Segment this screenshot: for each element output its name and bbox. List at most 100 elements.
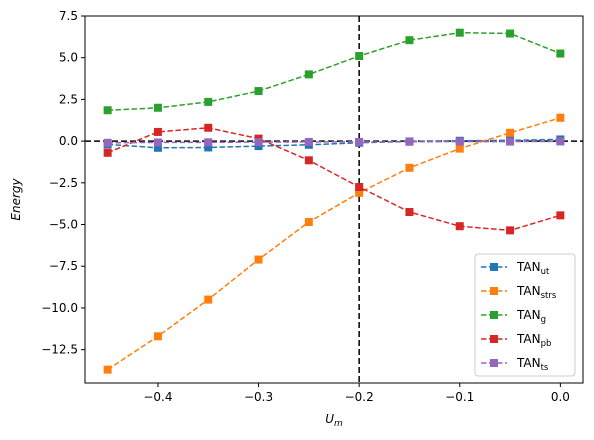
series-strs: [103, 113, 565, 374]
legend-label: TANpb: [516, 332, 551, 349]
data-point: [355, 52, 364, 61]
x-tick-label: −0.2: [345, 390, 374, 404]
data-point: [506, 226, 515, 235]
data-point: [204, 97, 213, 106]
legend-label-subscript: ts: [541, 363, 549, 373]
data-point: [556, 113, 565, 122]
y-tick-label: 7.5: [59, 9, 78, 23]
series-g: [103, 28, 565, 115]
data-point: [405, 137, 414, 146]
legend-label-main: TAN: [516, 284, 541, 298]
x-tick-label: −0.3: [244, 390, 273, 404]
x-axis-label-subscript: m: [334, 419, 343, 429]
legend-label-subscript: g: [541, 315, 546, 325]
y-tick-label: −10.0: [41, 301, 78, 315]
legend-marker: [490, 359, 498, 367]
y-tick-label: 2.5: [59, 92, 78, 106]
y-axis-label: Energy: [9, 177, 23, 220]
legend-item: TANut: [481, 260, 550, 277]
data-point: [153, 103, 162, 112]
y-tick-label: 5.0: [59, 51, 78, 65]
data-point: [204, 295, 213, 304]
y-tick-label: −7.5: [49, 259, 78, 273]
data-point: [506, 128, 515, 137]
data-point: [304, 218, 313, 227]
legend-label-main: TAN: [516, 332, 541, 346]
data-point: [455, 137, 464, 146]
legend-marker: [490, 311, 498, 319]
data-point: [153, 138, 162, 147]
data-point: [153, 332, 162, 341]
legend-label-main: TAN: [516, 308, 541, 322]
data-point: [405, 208, 414, 217]
series-line: [107, 140, 561, 144]
legend-marker: [490, 335, 498, 343]
plot-frame: [84, 15, 584, 384]
data-point: [455, 222, 464, 231]
legend-label-main: TAN: [516, 260, 541, 274]
x-axis-label: Um: [325, 412, 343, 429]
legend-item: TANg: [481, 308, 546, 325]
data-point: [506, 29, 515, 38]
data-point: [103, 106, 112, 115]
data-point: [304, 137, 313, 146]
data-point: [556, 137, 565, 146]
y-tick-label: 0.0: [59, 134, 78, 148]
data-point: [204, 138, 213, 147]
x-tick-label: −0.1: [445, 390, 474, 404]
series-line: [107, 31, 561, 112]
data-point: [355, 188, 364, 197]
data-point: [455, 28, 464, 37]
legend-item: TANts: [481, 356, 549, 373]
y-tick-label: −12.5: [41, 343, 78, 357]
data-point: [355, 137, 364, 146]
legend-item: TANstrs: [481, 284, 557, 301]
data-point: [455, 144, 464, 153]
series-layer: [103, 28, 565, 374]
series-line: [107, 127, 561, 232]
legend-label-main: TAN: [516, 356, 541, 370]
data-point: [355, 182, 364, 191]
x-tick-label: −0.4: [143, 390, 172, 404]
x-tick-label: 0.0: [551, 390, 570, 404]
y-tick-label: −2.5: [49, 176, 78, 190]
data-point: [254, 87, 263, 96]
data-point: [556, 49, 565, 58]
data-point: [254, 142, 263, 151]
legend-label: TANut: [516, 260, 550, 277]
legend-marker: [490, 263, 498, 271]
legend-label: TANts: [516, 356, 549, 373]
data-point: [405, 163, 414, 172]
data-point: [153, 127, 162, 136]
data-point: [506, 137, 515, 146]
legend-label-subscript: pb: [541, 339, 552, 349]
data-point: [103, 138, 112, 147]
series-ut: [103, 135, 565, 152]
y-axis: −12.5 −10.0 −7.5 −5.0 −2.5 0.0 2.5 5.0 7.5: [41, 9, 85, 357]
legend-label-subscript: ut: [541, 267, 550, 277]
series-ts: [103, 137, 565, 147]
y-tick-label: −5.0: [49, 218, 78, 232]
data-point: [254, 138, 263, 147]
data-point: [304, 156, 313, 165]
data-point: [204, 143, 213, 152]
data-point: [103, 365, 112, 374]
legend-label: TANg: [516, 308, 546, 325]
legend-label-subscript: strs: [541, 291, 557, 301]
data-point: [153, 143, 162, 152]
series-line: [107, 117, 561, 371]
data-point: [254, 255, 263, 264]
legend-box: [474, 253, 576, 377]
legend-item: TANpb: [481, 332, 551, 349]
data-point: [405, 36, 414, 45]
data-point: [103, 148, 112, 157]
data-point: [204, 123, 213, 132]
x-axis-label-main: U: [325, 412, 334, 426]
x-axis: −0.4 −0.3 −0.2 −0.1 0.0: [143, 383, 570, 404]
data-point: [556, 211, 565, 220]
legend-marker: [490, 287, 498, 295]
data-point: [304, 70, 313, 79]
legend-label: TANstrs: [516, 284, 557, 301]
